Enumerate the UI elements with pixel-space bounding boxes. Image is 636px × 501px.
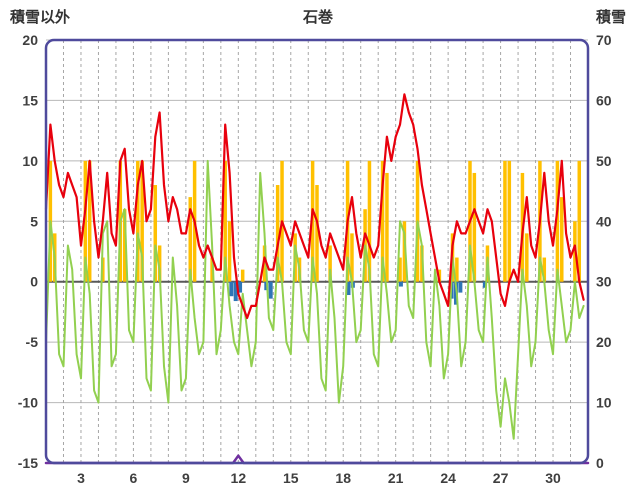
svg-text:3: 3	[77, 470, 85, 486]
svg-text:10: 10	[596, 395, 612, 411]
svg-text:15: 15	[22, 92, 38, 108]
svg-text:30: 30	[545, 470, 561, 486]
svg-text:21: 21	[388, 470, 404, 486]
svg-text:20: 20	[596, 334, 612, 350]
svg-text:6: 6	[130, 470, 138, 486]
svg-text:5: 5	[30, 213, 38, 229]
svg-text:10: 10	[22, 153, 38, 169]
svg-text:0: 0	[596, 455, 604, 471]
right-axis-title: 積雪	[595, 9, 626, 26]
svg-text:9: 9	[182, 470, 190, 486]
svg-text:12: 12	[231, 470, 247, 486]
svg-text:50: 50	[596, 153, 612, 169]
svg-text:15: 15	[283, 470, 299, 486]
svg-text:20: 20	[22, 32, 38, 48]
svg-text:-5: -5	[26, 334, 39, 350]
svg-text:-10: -10	[18, 395, 38, 411]
svg-text:0: 0	[30, 274, 38, 290]
svg-text:30: 30	[596, 274, 612, 290]
chart-title: 石巻	[302, 9, 333, 26]
svg-text:70: 70	[596, 32, 612, 48]
svg-text:18: 18	[335, 470, 351, 486]
svg-text:40: 40	[596, 213, 612, 229]
svg-text:24: 24	[440, 470, 456, 486]
svg-text:60: 60	[596, 92, 612, 108]
svg-text:27: 27	[493, 470, 509, 486]
svg-text:-15: -15	[18, 455, 38, 471]
left-axis-title: 積雪以外	[10, 9, 71, 26]
